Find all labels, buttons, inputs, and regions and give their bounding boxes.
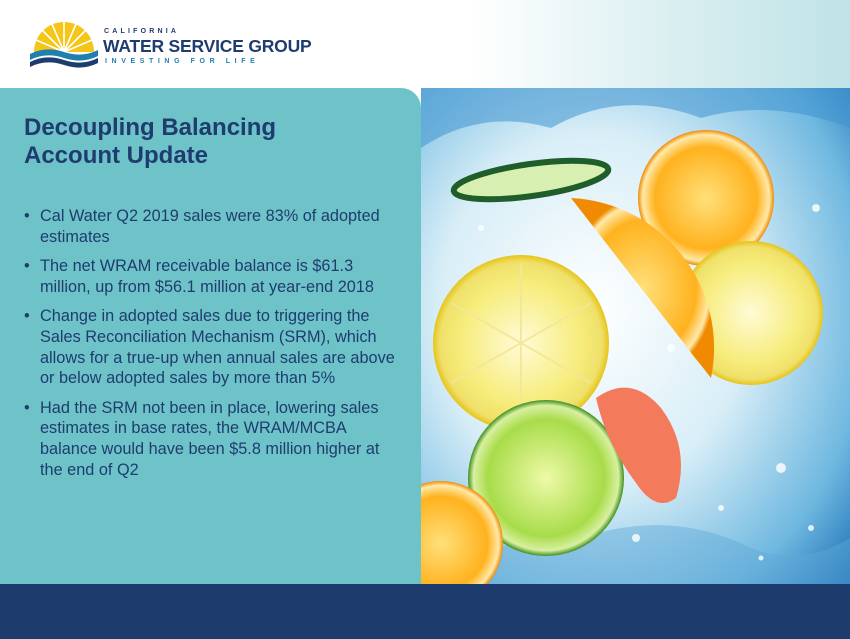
slide-title-line-1: Decoupling Balancing <box>24 114 277 141</box>
bullet-item: Change in adopted sales due to triggerin… <box>24 306 404 388</box>
bullet-item: Cal Water Q2 2019 sales were 83% of adop… <box>24 206 404 247</box>
logo-top-text: CALIFORNIA <box>104 28 180 35</box>
company-logo: CALIFORNIA WATER SERVICE GROUP INVESTING… <box>28 18 328 78</box>
slide-title: Decoupling Balancing Account Update <box>24 114 404 170</box>
logo-tagline: INVESTING FOR LIFE <box>105 58 260 65</box>
citrus-splash-photo <box>379 88 850 605</box>
bullet-item: The net WRAM receivable balance is $61.3… <box>24 256 404 297</box>
citrus-slices-splashing-in-water-image <box>379 88 850 605</box>
logo-company-name: WATER SERVICE GROUP <box>103 36 312 56</box>
bullet-item: Had the SRM not been in place, lowering … <box>24 398 404 480</box>
slide-title-line-2: Account Update <box>24 142 209 169</box>
content-panel: Decoupling Balancing Account Update Cal … <box>0 88 421 584</box>
bullet-list: Cal Water Q2 2019 sales were 83% of adop… <box>24 206 404 489</box>
sun-over-water-logo-icon <box>30 22 98 68</box>
slide-header: CALIFORNIA WATER SERVICE GROUP INVESTING… <box>0 0 850 88</box>
slide-footer-bar <box>0 584 850 639</box>
